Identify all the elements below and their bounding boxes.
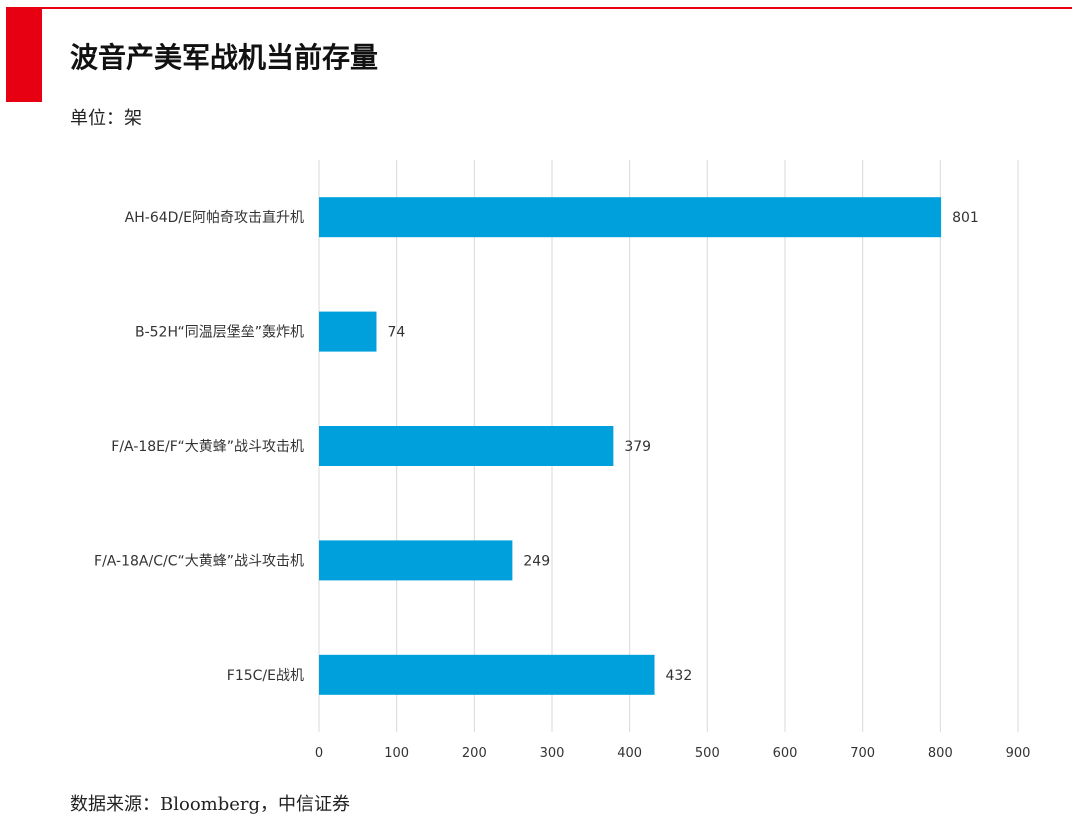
x-tick-label: 400 xyxy=(617,746,642,761)
x-tick-label: 100 xyxy=(384,746,409,761)
title-accent-block xyxy=(6,7,42,102)
header-rule xyxy=(42,7,1072,9)
category-label: AH-64D/E阿帕奇攻击直升机 xyxy=(125,209,304,226)
bar xyxy=(319,426,614,466)
category-label: F/A-18A/C/C“大黄蜂”战斗攻击机 xyxy=(94,552,304,569)
page-title: 波音产美军战机当前存量 xyxy=(70,41,379,74)
bar xyxy=(319,311,377,352)
category-label: B-52H“同温层堡垒”轰炸机 xyxy=(135,324,304,341)
x-tick-label: 800 xyxy=(928,746,953,761)
bar xyxy=(319,540,513,581)
data-label: 249 xyxy=(523,553,550,569)
bar xyxy=(319,654,655,695)
data-label: 74 xyxy=(387,325,405,341)
x-tick-label: 500 xyxy=(695,746,720,761)
category-label: F/A-18E/F“大黄蜂”战斗攻击机 xyxy=(111,438,304,455)
x-tick-label: 300 xyxy=(540,746,565,761)
source-note: 数据来源：Bloomberg，中信证券 xyxy=(70,794,351,815)
x-tick-label: 600 xyxy=(773,746,798,761)
unit-label: 单位：架 xyxy=(70,108,142,129)
bar xyxy=(319,197,942,238)
x-tick-label: 200 xyxy=(462,746,487,761)
data-label: 379 xyxy=(624,439,651,455)
x-tick-label: 0 xyxy=(315,746,323,761)
x-tick-label: 900 xyxy=(1006,746,1031,761)
category-label: F15C/E战机 xyxy=(227,668,304,684)
x-tick-label: 700 xyxy=(850,746,875,761)
data-label: 432 xyxy=(666,668,693,684)
data-label: 801 xyxy=(952,210,979,226)
